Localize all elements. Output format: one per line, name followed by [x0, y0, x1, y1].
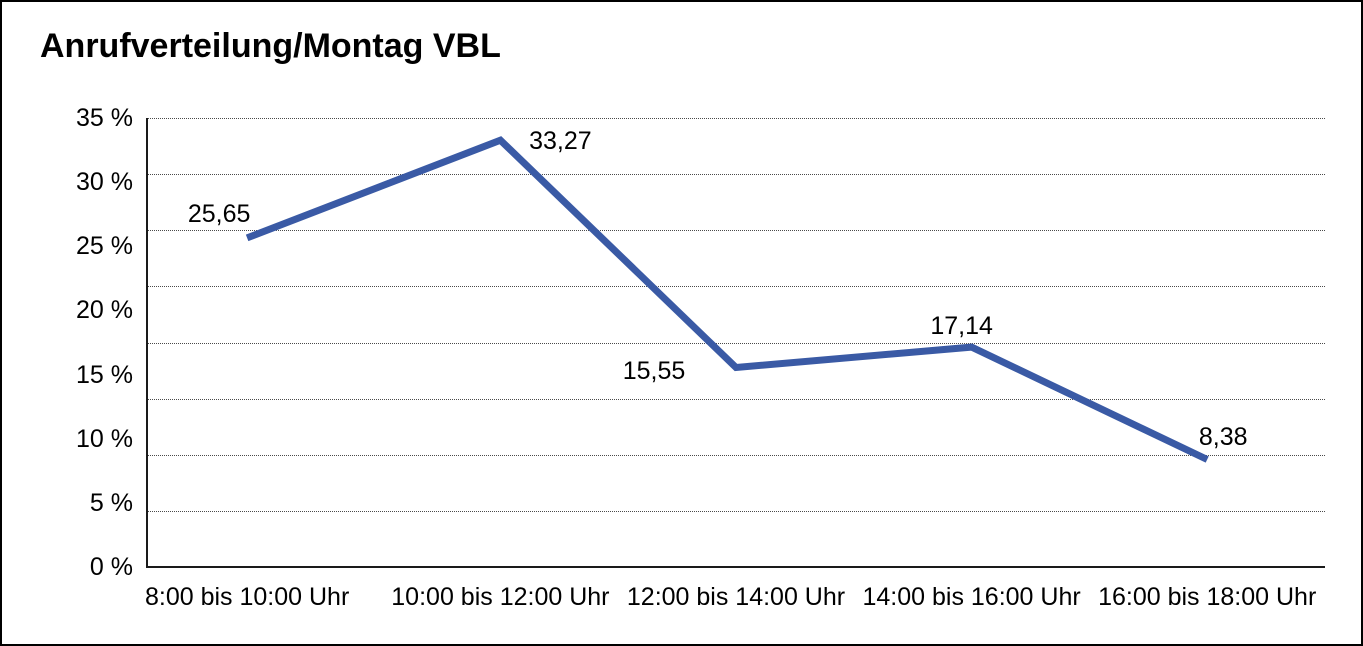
y-axis-line [146, 118, 148, 567]
x-axis-tick-label: 16:00 bis 18:00 Uhr [1098, 583, 1317, 611]
data-point-label: 15,55 [622, 356, 686, 385]
data-point-label: 25,65 [187, 199, 251, 228]
y-axis-tick-label: 20 % [76, 296, 133, 325]
gridline [147, 454, 1325, 456]
y-axis-tick-label: 15 % [76, 360, 133, 389]
data-point-label: 8,38 [1198, 423, 1248, 452]
x-axis-tick-label: 12:00 bis 14:00 Uhr [626, 583, 846, 611]
data-point-label: 33,27 [529, 127, 592, 156]
x-axis-line [146, 566, 1325, 568]
y-axis-tick-label: 0 % [89, 553, 133, 581]
series-line [245, 136, 1209, 463]
gridline [147, 398, 1325, 400]
data-point-label: 17,14 [930, 312, 993, 341]
y-axis-tick-label: 30 % [76, 168, 133, 197]
gridline [147, 342, 1325, 344]
y-axis-tick-label: 5 % [89, 488, 133, 517]
x-axis-tick-label: 8:00 bis 10:00 Uhr [144, 583, 350, 611]
gridline [147, 286, 1325, 288]
gridline [147, 174, 1325, 176]
y-axis-tick-label: 10 % [76, 424, 133, 453]
x-axis-tick-label: 14:00 bis 16:00 Uhr [862, 583, 1081, 611]
y-axis-tick-label: 35 % [76, 104, 133, 132]
series-line-svg [245, 136, 1209, 463]
gridline [147, 230, 1325, 232]
gridline [147, 118, 1325, 119]
x-axis-tick-label: 10:00 bis 12:00 Uhr [391, 583, 610, 611]
y-axis-tick-label: 25 % [76, 232, 133, 261]
gridline [147, 510, 1325, 512]
chart-title: Anrufverteilung/Montag VBL [40, 27, 501, 65]
